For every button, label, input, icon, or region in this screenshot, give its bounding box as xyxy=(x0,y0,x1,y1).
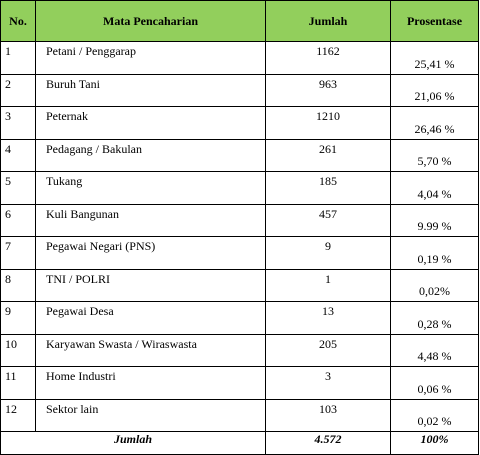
header-cell: Jumlah xyxy=(265,0,391,42)
table-row: 4 Pedagang / Bakulan 261 5,70 % xyxy=(0,138,479,172)
row-number: 4 xyxy=(0,138,36,172)
livelihood: Tukang xyxy=(35,171,266,205)
footer-label: Jumlah xyxy=(0,431,266,455)
percentage: 26,46 % xyxy=(390,106,479,140)
livelihood: Karyawan Swasta / Wiraswasta xyxy=(35,333,266,367)
percentage: 9.99 % xyxy=(390,203,479,237)
footer-row: Jumlah 4.572 100% xyxy=(0,431,479,455)
count: 1162 xyxy=(265,41,391,75)
livelihood: Buruh Tani xyxy=(35,73,266,107)
table-row: 11 Home Industri 3 0,06 % xyxy=(0,366,479,400)
count: 1210 xyxy=(265,106,391,140)
count: 457 xyxy=(265,203,391,237)
row-number: 6 xyxy=(0,203,36,237)
row-number: 11 xyxy=(0,366,36,400)
livelihood: Pegawai Negari (PNS) xyxy=(35,236,266,270)
header-cell: Mata Pencaharian xyxy=(35,0,266,42)
table-row: 10 Karyawan Swasta / Wiraswasta 205 4,48 % xyxy=(0,333,479,367)
count: 3 xyxy=(265,366,391,400)
count: 13 xyxy=(265,301,391,335)
livelihood: Sektor lain xyxy=(35,398,266,432)
table-row: 2 Buruh Tani 963 21,06 % xyxy=(0,73,479,107)
table-row: 3 Peternak 1210 26,46 % xyxy=(0,106,479,140)
row-number: 7 xyxy=(0,236,36,270)
row-number: 9 xyxy=(0,301,36,335)
percentage: 4,04 % xyxy=(390,171,479,205)
row-number: 1 xyxy=(0,41,36,75)
row-number: 3 xyxy=(0,106,36,140)
count: 103 xyxy=(265,398,391,432)
row-number: 5 xyxy=(0,171,36,205)
table-row: 8 TNI / POLRI 1 0,02% xyxy=(0,268,479,302)
livelihood: Petani / Penggarap xyxy=(35,41,266,75)
percentage: 4,48 % xyxy=(390,333,479,367)
table-row: 1 Petani / Penggarap 1162 25,41 % xyxy=(0,41,479,75)
table-row: 12 Sektor lain 103 0,02 % xyxy=(0,398,479,432)
count: 9 xyxy=(265,236,391,270)
footer-percentage: 100% xyxy=(390,431,479,455)
count: 261 xyxy=(265,138,391,172)
count: 963 xyxy=(265,73,391,107)
header-cell: No. xyxy=(0,0,36,42)
table-row: 9 Pegawai Desa 13 0,28 % xyxy=(0,301,479,335)
livelihood: Home Industri xyxy=(35,366,266,400)
livelihood: Peternak xyxy=(35,106,266,140)
table-body: 1 Petani / Penggarap 1162 25,41 % 2 Buruh Tan… xyxy=(0,41,479,432)
count: 1 xyxy=(265,268,391,302)
count: 205 xyxy=(265,333,391,367)
table-row: 7 Pegawai Negari (PNS) 9 0,19 % xyxy=(0,236,479,270)
table-footer: Jumlah 4.572 100% xyxy=(0,431,479,455)
header-cell: Prosentase xyxy=(390,0,479,42)
table-row: 5 Tukang 185 4,04 % xyxy=(0,171,479,205)
livelihood: Pedagang / Bakulan xyxy=(35,138,266,172)
percentage: 0,19 % xyxy=(390,236,479,270)
count: 185 xyxy=(265,171,391,205)
percentage: 0,06 % xyxy=(390,366,479,400)
row-number: 10 xyxy=(0,333,36,367)
percentage: 0,02% xyxy=(390,268,479,302)
header-row: No. Mata Pencaharian Jumlah Prosentase xyxy=(0,0,479,42)
percentage: 21,06 % xyxy=(390,73,479,107)
percentage: 5,70 % xyxy=(390,138,479,172)
row-number: 12 xyxy=(0,398,36,432)
livelihood: TNI / POLRI xyxy=(35,268,266,302)
table-row: 6 Kuli Bangunan 457 9.99 % xyxy=(0,203,479,237)
livelihood: Kuli Bangunan xyxy=(35,203,266,237)
percentage: 0,28 % xyxy=(390,301,479,335)
percentage: 25,41 % xyxy=(390,41,479,75)
row-number: 2 xyxy=(0,73,36,107)
percentage: 0,02 % xyxy=(390,398,479,432)
livelihood: Pegawai Desa xyxy=(35,301,266,335)
row-number: 8 xyxy=(0,268,36,302)
table-header: No. Mata Pencaharian Jumlah Prosentase xyxy=(0,0,479,42)
footer-total: 4.572 xyxy=(265,431,391,455)
